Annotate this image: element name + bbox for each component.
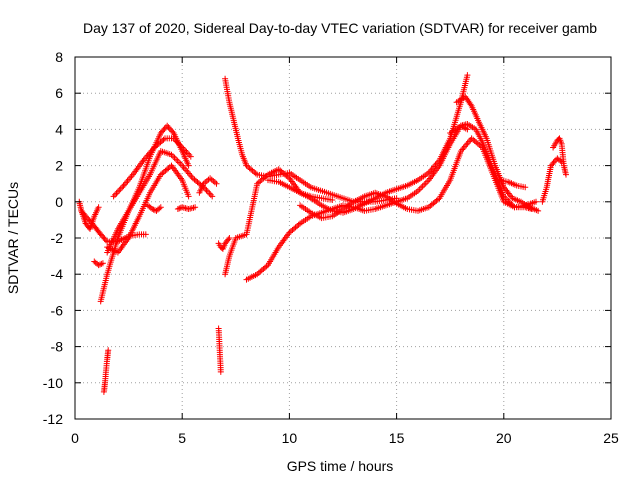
series-arc-o: [222, 75, 400, 205]
series-arc-d: [110, 135, 194, 200]
data-point: [149, 206, 156, 212]
x-tick-label: 15: [389, 430, 405, 446]
data-point: [204, 188, 211, 195]
series-arc-w: [550, 135, 569, 178]
y-tick-label: 0: [55, 194, 63, 210]
y-tick-label: -4: [51, 266, 64, 282]
data-point: [174, 206, 181, 212]
series-arc-l: [215, 325, 224, 375]
y-tick-labels: 8 6 4 2 0 -2 -4 -6 -8 -10 -12: [43, 49, 63, 427]
series-arc-e: [104, 162, 192, 256]
y-tick-label: -6: [51, 302, 64, 318]
y-tick-label: 4: [55, 121, 63, 137]
series-arc-u: [496, 177, 529, 191]
data-point: [464, 72, 471, 79]
y-tick-label: -12: [43, 411, 63, 427]
data-point: [563, 171, 569, 178]
data-point: [116, 187, 123, 194]
data-point: [169, 128, 176, 135]
series-arc-t: [453, 93, 542, 214]
data-point: [98, 260, 105, 267]
series-arc-k: [196, 175, 220, 196]
series-arc-f: [100, 347, 112, 395]
data-point: [95, 204, 102, 211]
x-tick-label: 25: [603, 430, 619, 446]
data-point: [112, 191, 118, 198]
x-tick-label: 5: [178, 430, 186, 446]
series-arc-b: [97, 148, 216, 305]
series-arc-v: [539, 155, 565, 205]
data-point: [100, 234, 107, 241]
data-point: [550, 159, 557, 166]
x-tick-labels: 0 5 10 15 20 25: [71, 430, 619, 446]
data-point: [203, 187, 210, 194]
data-point: [187, 153, 194, 160]
tick-marks: [74, 56, 612, 420]
data-point: [114, 188, 121, 195]
data-point: [113, 190, 120, 197]
series-arc-q: [265, 72, 471, 216]
data-point: [418, 184, 425, 191]
data-point: [424, 178, 431, 185]
chart-title: Day 137 of 2020, Sidereal Day-to-day VTE…: [83, 20, 597, 36]
x-tick-label: 0: [71, 430, 79, 446]
series-arc-i: [144, 202, 164, 214]
data-points: [76, 72, 569, 395]
data-point: [422, 180, 429, 187]
data-point: [185, 162, 192, 169]
data-point: [117, 185, 124, 192]
x-axis-label: GPS time / hours: [287, 458, 394, 474]
x-tick-label: 20: [496, 430, 512, 446]
data-point: [121, 181, 128, 188]
data-point: [97, 231, 104, 238]
data-point: [464, 126, 471, 133]
data-point: [192, 204, 199, 211]
data-point: [207, 191, 214, 198]
data-point: [99, 260, 106, 267]
data-point: [185, 193, 192, 200]
data-point: [209, 193, 216, 200]
data-point: [522, 184, 529, 191]
series-arc-m: [215, 235, 233, 252]
series-arc-g: [91, 258, 106, 269]
data-point: [142, 231, 149, 238]
y-tick-label: 6: [55, 85, 63, 101]
data-point: [226, 235, 233, 241]
data-point: [97, 261, 103, 268]
data-point: [102, 237, 109, 244]
data-point: [533, 198, 539, 205]
y-tick-label: 2: [55, 158, 63, 174]
data-point: [164, 122, 171, 129]
y-tick-label: 8: [55, 49, 63, 65]
data-point: [160, 127, 167, 134]
data-point: [217, 368, 224, 375]
data-point: [206, 190, 213, 197]
y-tick-label: -8: [51, 339, 64, 355]
data-point: [157, 204, 164, 211]
data-point: [110, 193, 117, 200]
data-point: [95, 262, 102, 269]
y-tick-label: -2: [51, 230, 64, 246]
grid: [75, 57, 611, 419]
data-point: [213, 180, 220, 187]
data-point: [329, 197, 336, 203]
data-point: [225, 236, 232, 243]
y-tick-label: -10: [43, 375, 63, 391]
data-point: [535, 207, 542, 214]
x-tick-label: 10: [282, 430, 298, 446]
series-arc-j: [174, 204, 199, 212]
data-point: [105, 347, 112, 354]
series-arc-h: [76, 198, 102, 232]
y-axis-label: SDTVAR / TECUs: [5, 182, 21, 294]
data-point: [85, 216, 92, 223]
data-point: [176, 205, 183, 212]
